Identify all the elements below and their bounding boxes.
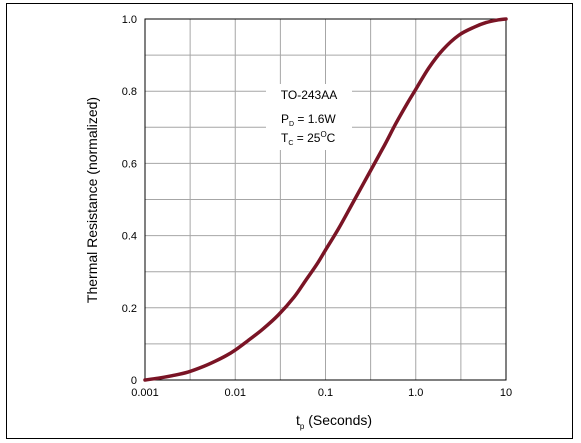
annotation-background	[266, 84, 352, 150]
y-tick-label: 0.6	[122, 158, 137, 170]
plot-area	[144, 18, 507, 381]
y-tick-label: 1.0	[122, 14, 137, 26]
x-axis-ticks: 0.001 0.01 0.1 1.0 10	[131, 387, 512, 399]
figure-frame	[6, 3, 573, 439]
annotation-package: TO-243AA	[281, 88, 337, 102]
y-tick-label: 0.2	[122, 303, 137, 315]
x-tick-label: 0.001	[131, 387, 159, 399]
grid	[145, 19, 506, 380]
y-tick-label: 0	[131, 375, 137, 387]
x-tick-label: 10	[500, 387, 512, 399]
y-tick-label: 0.4	[122, 231, 137, 243]
series-line	[143, 17, 508, 382]
annotation-case-temp: TC = 25OC	[281, 130, 336, 147]
x-tick-label: 0.01	[225, 387, 246, 399]
annotation-power: PD = 1.6W	[281, 112, 336, 128]
x-tick-label: 0.1	[318, 387, 333, 399]
y-axis-ticks: 0 0.2 0.4 0.6 0.8 1.0	[122, 14, 137, 387]
y-tick-label: 0.8	[122, 86, 137, 98]
x-tick-label: 1.0	[408, 387, 423, 399]
y-axis-label: Thermal Resistance (normalized)	[84, 97, 100, 303]
x-axis-label: tp (Seconds)	[296, 412, 372, 431]
